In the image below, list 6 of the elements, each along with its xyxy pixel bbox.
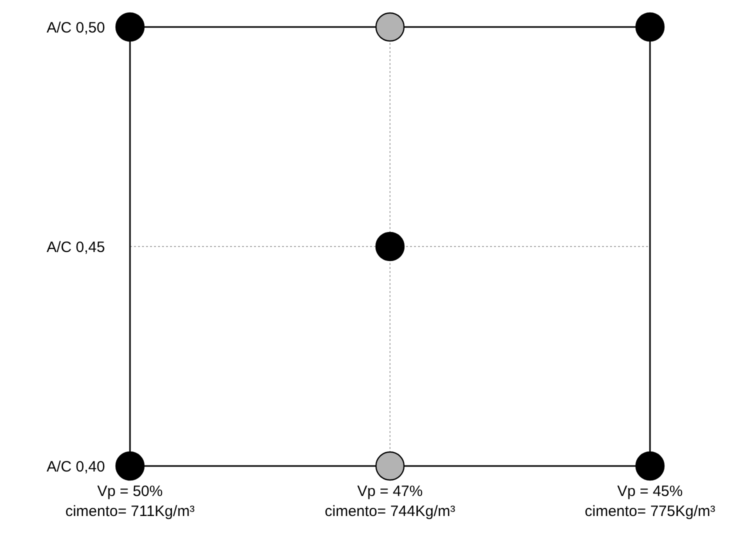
x-tick-label: Vp = 45% cimento= 775Kg/m³	[584, 483, 716, 520]
text: A/C 0,40	[46, 458, 105, 476]
x-tick-label: Vp = 47% cimento= 744Kg/m³	[324, 483, 456, 520]
text: A/C 0,50	[46, 19, 105, 36]
x-tick-label: Vp = 50% cimento= 711Kg/m³	[65, 483, 195, 520]
text: A/C 0,45	[46, 238, 105, 256]
